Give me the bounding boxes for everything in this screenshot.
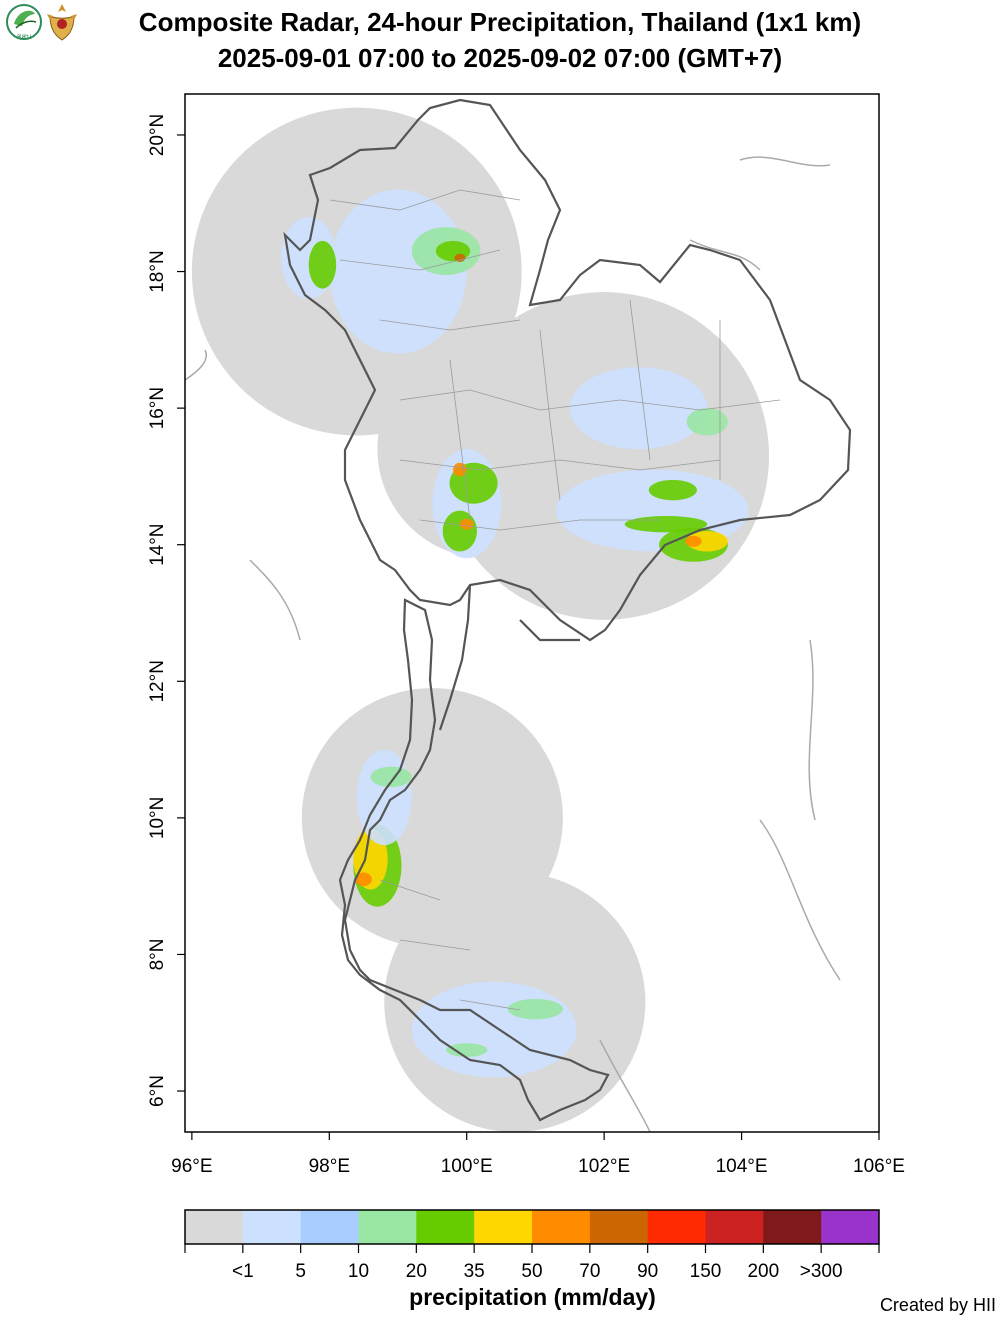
gulf-coast <box>438 584 580 731</box>
rain-patch <box>648 479 697 501</box>
neighbor-border-lines <box>185 156 841 981</box>
x-tick-label: 96°E <box>171 1156 212 1177</box>
legend-title: precipitation (mm/day) <box>409 1284 656 1310</box>
legend-tick-label: 20 <box>406 1261 427 1282</box>
legend-tick-labels: <1 5 10 20 35 50 70 90 150 200 >300 <box>184 1244 880 1282</box>
y-tick-label: 20°N <box>147 114 168 156</box>
map-title: Composite Radar, 24-hour Precipitation, … <box>138 7 862 37</box>
legend-tick-label: 150 <box>690 1261 722 1282</box>
rain-patch <box>569 367 708 450</box>
rain-patch <box>507 998 563 1020</box>
rain-patch <box>442 510 478 552</box>
thailand-outline-south <box>338 598 610 1122</box>
legend-color-swatch <box>300 1210 359 1244</box>
legend-color-swatch <box>474 1210 533 1244</box>
longitude-axis: 96°E 98°E 100°E 102°E 104°E 106°E <box>171 1132 905 1177</box>
legend-color-swatch <box>589 1210 649 1244</box>
legend-color-swatch <box>821 1210 880 1244</box>
rain-patch <box>459 518 474 530</box>
royal-emblem-logo-icon <box>47 4 77 41</box>
legend-color-swatch <box>705 1210 764 1244</box>
x-tick-label: 106°E <box>853 1156 905 1177</box>
x-tick-label: 100°E <box>441 1156 493 1177</box>
x-tick-label: 104°E <box>716 1156 768 1177</box>
thailand-outline-north <box>283 98 852 642</box>
rain-patch <box>686 531 728 552</box>
y-tick-label: 12°N <box>147 660 168 702</box>
y-tick-label: 14°N <box>147 523 168 565</box>
map-subtitle-period: 2025-09-01 07:00 to 2025-09-02 07:00 (GM… <box>217 43 783 73</box>
legend-color-swatch <box>242 1210 302 1244</box>
x-tick-label: 98°E <box>309 1156 350 1177</box>
y-tick-label: 6°N <box>147 1075 168 1107</box>
province-boundaries <box>329 189 781 1011</box>
leaf-logo-text: สสน <box>16 32 32 41</box>
legend-tick-label: 200 <box>747 1261 779 1282</box>
rain-patch <box>446 1043 488 1057</box>
precipitation-map: 96°E 98°E 100°E 102°E 104°E 106°E 6°N 8°N 10°N 1… <box>147 93 905 1177</box>
y-tick-label: 10°N <box>147 797 168 839</box>
rain-patch <box>356 749 412 846</box>
x-tick-label: 102°E <box>578 1156 630 1177</box>
legend-tick-label: 70 <box>579 1261 600 1282</box>
legend-color-swatch <box>763 1210 822 1244</box>
latitude-axis: 6°N 8°N 10°N 12°N 14°N 16°N 18°N 20°N <box>147 114 185 1107</box>
y-tick-label: 16°N <box>147 387 168 429</box>
neighbor-border-lines-south <box>249 559 651 1132</box>
legend-color-swatch <box>532 1210 591 1244</box>
y-tick-label: 18°N <box>147 250 168 292</box>
rain-patch <box>308 240 337 289</box>
legend-bar-frame <box>184 1209 880 1245</box>
legend-color-bar <box>184 1209 880 1245</box>
logo-group: สสน <box>4 2 80 44</box>
rain-patch <box>355 872 372 887</box>
country-borders <box>185 156 841 1132</box>
rain-patch <box>686 408 728 436</box>
radar-coverage-layer <box>191 107 770 1132</box>
map-frame <box>184 93 880 1133</box>
legend-color-swatch <box>358 1210 417 1244</box>
rain-patch <box>685 535 702 547</box>
legend-color-swatch <box>416 1210 475 1244</box>
legend-tick-label: 50 <box>521 1261 542 1282</box>
leaf-circle-logo-icon: สสน <box>6 4 42 41</box>
y-tick-label: 8°N <box>147 939 168 971</box>
thailand-outline <box>283 98 852 1122</box>
legend-tick-label: >300 <box>800 1261 843 1282</box>
rainfall-layer <box>281 189 749 1078</box>
legend-color-swatch <box>185 1210 244 1244</box>
legend-tick-label: 10 <box>348 1261 369 1282</box>
rain-patch <box>454 253 466 262</box>
legend-tick-label: <1 <box>232 1261 254 1282</box>
rain-patch <box>624 516 708 533</box>
legend-tick-label: 90 <box>637 1261 658 1282</box>
legend-color-swatch <box>647 1210 706 1244</box>
credit-text: Created by HII <box>879 1295 996 1315</box>
legend-tick-label: 5 <box>295 1261 306 1282</box>
rain-patch <box>370 766 412 788</box>
radar-coverage-area <box>377 339 598 559</box>
legend-tick-label: 35 <box>464 1261 485 1282</box>
